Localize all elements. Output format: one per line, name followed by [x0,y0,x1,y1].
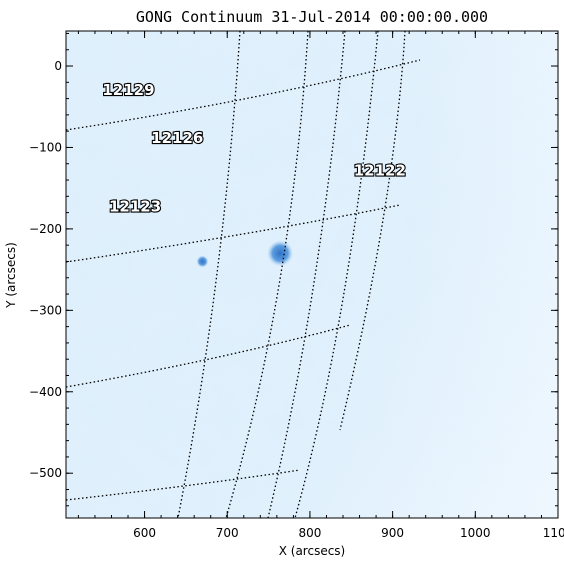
grid-meridian [267,31,346,518]
grid-parallel [66,59,421,131]
y-tick-label: −100 [29,140,62,154]
grid-parallel [66,469,301,501]
y-axis-ticks: 0 −100 −200 −300 −400 −500 [29,32,558,507]
y-tick-label: 0 [54,59,62,73]
active-region-label: 12122 [354,161,406,179]
grid-meridian [294,31,379,518]
x-axis-label: X (arcsecs) [279,544,346,558]
y-tick-label: −300 [29,303,62,317]
active-region-label: 12126 [151,129,203,147]
x-tick-label: 900 [381,526,404,540]
chart-title: GONG Continuum 31-Jul-2014 00:00:00.000 [136,8,488,26]
y-axis-label: Y (arcsecs) [4,242,18,309]
sunspot [196,255,209,268]
plot-frame [65,30,559,519]
active-region-labels: 12129 12126 12122 12123 [101,80,407,217]
active-region-label: 12123 [109,197,161,215]
grid-meridian [177,31,241,518]
grid-parallel [66,204,401,263]
y-tick-label: −500 [29,466,62,480]
y-tick-label: −200 [29,222,62,236]
sunspot-group [196,240,294,268]
x-tick-label: 1000 [460,526,491,540]
active-region-label: 12129 [102,81,154,99]
x-tick-label: 600 [133,526,156,540]
sunspot [267,240,294,267]
x-tick-label: 800 [298,526,321,540]
x-tick-label: 700 [216,526,239,540]
y-tick-label: −400 [29,385,62,399]
coordinate-grid [66,31,421,518]
grid-meridian [225,31,309,518]
